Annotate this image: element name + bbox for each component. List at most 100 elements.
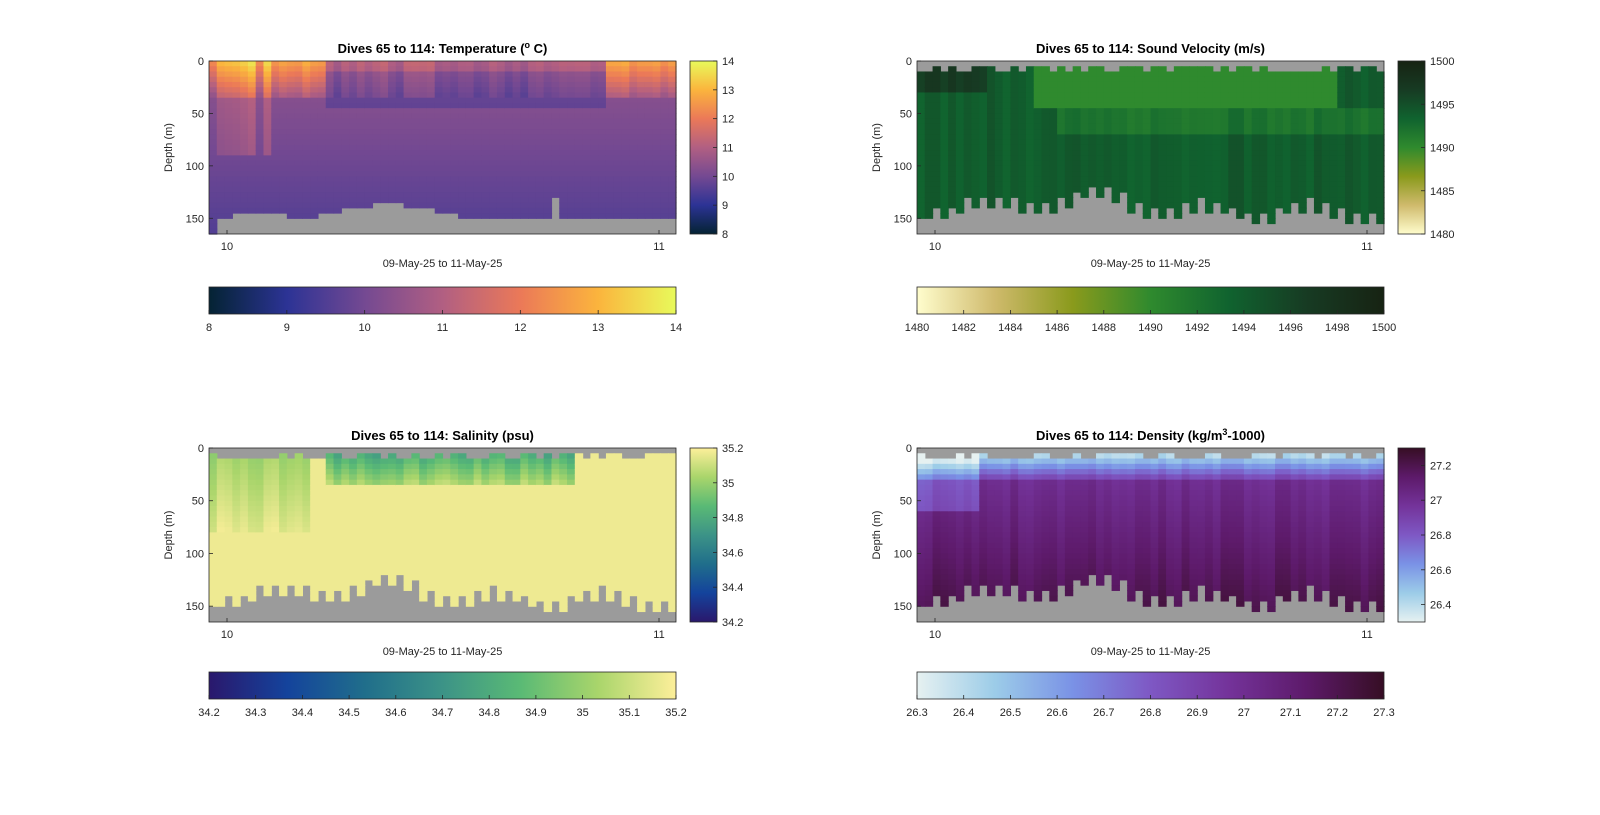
heat-cell (504, 129, 514, 135)
heat-cell (294, 516, 303, 523)
heat-cell (574, 66, 584, 73)
heat-cell (1290, 76, 1299, 83)
heat-cell (1275, 192, 1284, 198)
heat-cell (963, 129, 973, 135)
heat-cell (325, 66, 335, 73)
heat-cell (411, 484, 420, 491)
heat-cell (310, 87, 319, 94)
heat-cell (279, 458, 288, 465)
heat-cell (465, 108, 475, 115)
heat-cell (1282, 92, 1292, 99)
heat-cell (380, 186, 389, 193)
heat-cell (216, 590, 226, 597)
heat-cell (325, 532, 335, 539)
heat-cell (1306, 123, 1315, 130)
heat-cell (294, 463, 303, 470)
heat-cell (917, 139, 926, 146)
heat-cell (504, 527, 514, 533)
heat-cell (310, 495, 319, 502)
heat-cell (325, 595, 335, 602)
heat-cell (465, 463, 475, 470)
heat-cell (232, 542, 241, 549)
heat-cell (652, 150, 662, 156)
heat-cell (567, 558, 576, 565)
heat-cell (605, 548, 615, 555)
heat-cell (621, 123, 630, 130)
heat-cell (543, 192, 553, 198)
heat-cell (1251, 202, 1261, 209)
heat-cell (582, 511, 591, 518)
heat-cell (520, 181, 529, 188)
heat-cell (325, 521, 335, 528)
heat-cell (551, 484, 560, 491)
heat-cell (567, 579, 576, 586)
heat-cell (590, 129, 599, 135)
heat-cell (955, 165, 965, 172)
heat-cell (240, 155, 249, 162)
heat-cell (1321, 102, 1331, 109)
heat-cell (1064, 71, 1074, 78)
heat-cell (582, 574, 591, 581)
heat-cell (364, 495, 374, 502)
heat-cell (520, 516, 529, 523)
heat-cell (574, 81, 584, 88)
heat-cell (496, 213, 506, 219)
heat-cell (637, 118, 646, 125)
heat-cell (356, 113, 366, 120)
heat-cell (403, 160, 412, 167)
heat-cell (380, 71, 389, 78)
heat-cell (279, 490, 288, 497)
heat-cell (310, 564, 319, 570)
heat-cell (652, 61, 662, 67)
heat-cell (240, 537, 249, 544)
heat-cell (528, 532, 537, 539)
heat-cell (559, 600, 568, 607)
heat-cell (504, 474, 514, 481)
heat-cell (574, 537, 584, 544)
heat-cell (1282, 123, 1292, 130)
heat-cell (325, 484, 335, 491)
heat-cell (1010, 160, 1019, 167)
heat-cell (940, 113, 949, 120)
heat-cell (543, 71, 553, 78)
heat-cell (559, 134, 568, 141)
heat-cell (419, 553, 428, 560)
heat-cell (948, 171, 957, 177)
heat-cell (1173, 186, 1183, 193)
heat-cell (1329, 207, 1338, 214)
heat-cell (644, 192, 654, 198)
heat-cell (1049, 139, 1058, 146)
heat-cell (1204, 171, 1214, 177)
heat-cell (496, 123, 506, 130)
heat-cell (504, 197, 514, 204)
heat-cell (1049, 129, 1058, 135)
heat-cell (1181, 71, 1191, 78)
heat-cell (411, 463, 420, 470)
heat-cell (574, 207, 584, 214)
heat-cell (1064, 139, 1074, 146)
heat-cell (1313, 150, 1323, 156)
heat-cell (1057, 186, 1066, 193)
heat-cell (1033, 202, 1043, 209)
heat-cell (1376, 139, 1385, 146)
heat-cell (247, 516, 257, 523)
heat-cell (481, 207, 490, 214)
heat-cell (520, 160, 529, 167)
heat-cell (551, 102, 560, 109)
heat-cell (1345, 134, 1354, 141)
heat-cell (209, 139, 218, 146)
heat-cell (325, 207, 335, 214)
heat-cell (660, 197, 669, 204)
heat-cell (1018, 197, 1027, 204)
heat-cell (1111, 171, 1120, 177)
heat-cell (940, 176, 949, 183)
heat-cell (434, 521, 444, 528)
heat-cell (458, 181, 467, 188)
heat-cell (1010, 102, 1019, 109)
heat-cell (263, 484, 272, 491)
heat-cell (520, 186, 529, 193)
heat-cell (1282, 207, 1292, 214)
heat-cell (209, 521, 218, 528)
heat-cell (209, 553, 218, 560)
heat-cell (395, 97, 405, 104)
